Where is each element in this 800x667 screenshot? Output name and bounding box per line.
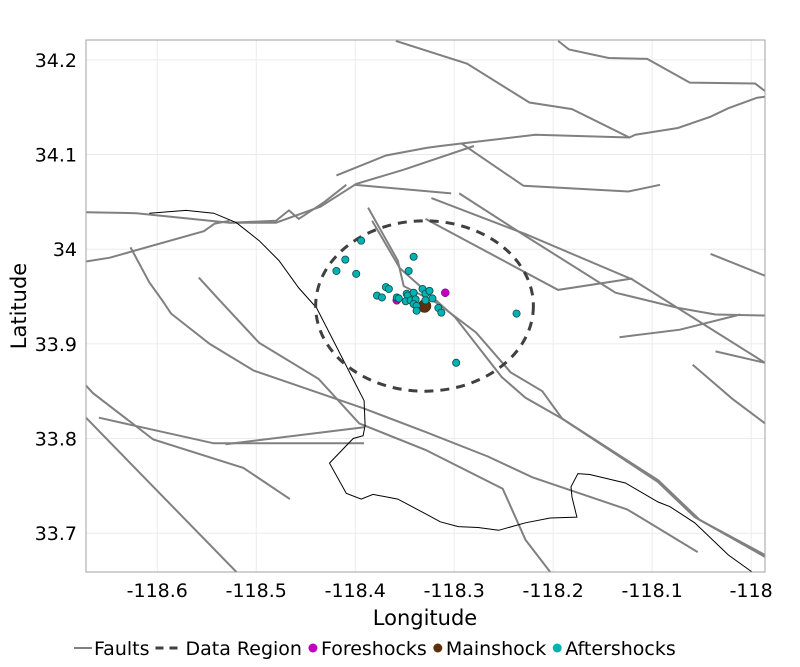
x-axis-title: Longitude [373,606,477,630]
legend-point-key [308,643,318,653]
x-tick-label: -118.3 [424,580,485,602]
fault-line [98,416,365,445]
aftershock-point [452,358,461,367]
y-tick-label: 33.7 [35,523,77,545]
legend-label: Faults [94,638,150,660]
legend-item-data-region: Data Region [155,638,302,660]
legend-label: Aftershocks [565,638,676,660]
plot-border [85,39,766,573]
fault-line [354,183,452,195]
fault-line [371,220,765,556]
legend: Faults Data Region Foreshocks Mainshock Afte… [74,638,676,660]
x-tick-label: -118.4 [325,580,386,602]
legend-point-key [433,643,443,653]
data-region-circle [314,219,535,393]
fault-line [367,207,765,558]
aftershock-point [428,294,437,303]
fault-line [460,142,661,193]
fault-line [715,350,765,364]
aftershock-point [357,236,366,245]
aftershock-point [377,293,386,302]
fault-line [86,184,347,224]
aftershock-point [409,252,418,261]
fault-line [403,145,475,171]
y-tick-label: 34.1 [35,145,77,167]
aftershock-point [437,308,446,317]
fault-line [198,276,551,572]
y-tick-label: 33.8 [35,429,77,451]
foreshock-point [441,288,450,297]
aftershock-point [512,309,521,318]
legend-label: Data Region [186,638,302,660]
fault-line [425,218,633,291]
fault-line [336,95,765,177]
fault-line [86,219,230,263]
y-axis-title: Latitude [7,263,31,349]
legend-item-mainshock: Mainshock [433,638,546,660]
x-tick-label: -118.1 [622,580,683,602]
legend-item-aftershocks: Aftershocks [552,638,676,660]
x-axis-ticks: -118.6 -118.5 -118.4 -118.3 -118.2 -118.1 -118 [127,580,773,602]
x-tick-label: -118.6 [127,580,188,602]
fault-line [225,426,365,446]
x-tick-label: -118.5 [226,580,287,602]
aftershock-point [341,255,350,264]
y-tick-label: 33.9 [35,334,77,356]
fault-line [619,313,741,339]
fault-line [710,252,765,277]
fault-line [431,197,765,364]
y-tick-label: 34.2 [35,50,77,72]
fault-line [129,246,699,553]
legend-label: Foreshocks [321,638,427,660]
x-tick-label: -118 [730,580,773,602]
aftershock-point [332,266,341,275]
gridlines [86,40,765,572]
fault-line [458,192,765,317]
y-axis-ticks: 34.2 34.1 34 33.9 33.8 33.7 [35,50,77,545]
aftershock-point [404,266,413,275]
aftershock-point [421,296,430,305]
fault-line [229,168,404,224]
aftershock-point [384,284,393,293]
aftershock-point [425,286,434,295]
legend-label: Mainshock [446,638,546,660]
legend-point-key [552,643,562,653]
aftershock-point [412,306,421,315]
fault-line [692,363,765,425]
fault-line [86,384,291,500]
fault-line [557,40,765,92]
aftershock-point [394,294,403,303]
coastline [149,209,753,572]
y-tick-label: 34 [53,239,77,261]
fault-line [86,417,238,572]
x-tick-label: -118.2 [523,580,584,602]
aftershock-point [352,269,361,278]
fault-line [395,40,630,139]
plot-marks [86,40,765,572]
legend-item-foreshocks: Foreshocks [308,638,427,660]
legend-item-faults: Faults [74,638,150,660]
aftershock-point [409,288,418,297]
